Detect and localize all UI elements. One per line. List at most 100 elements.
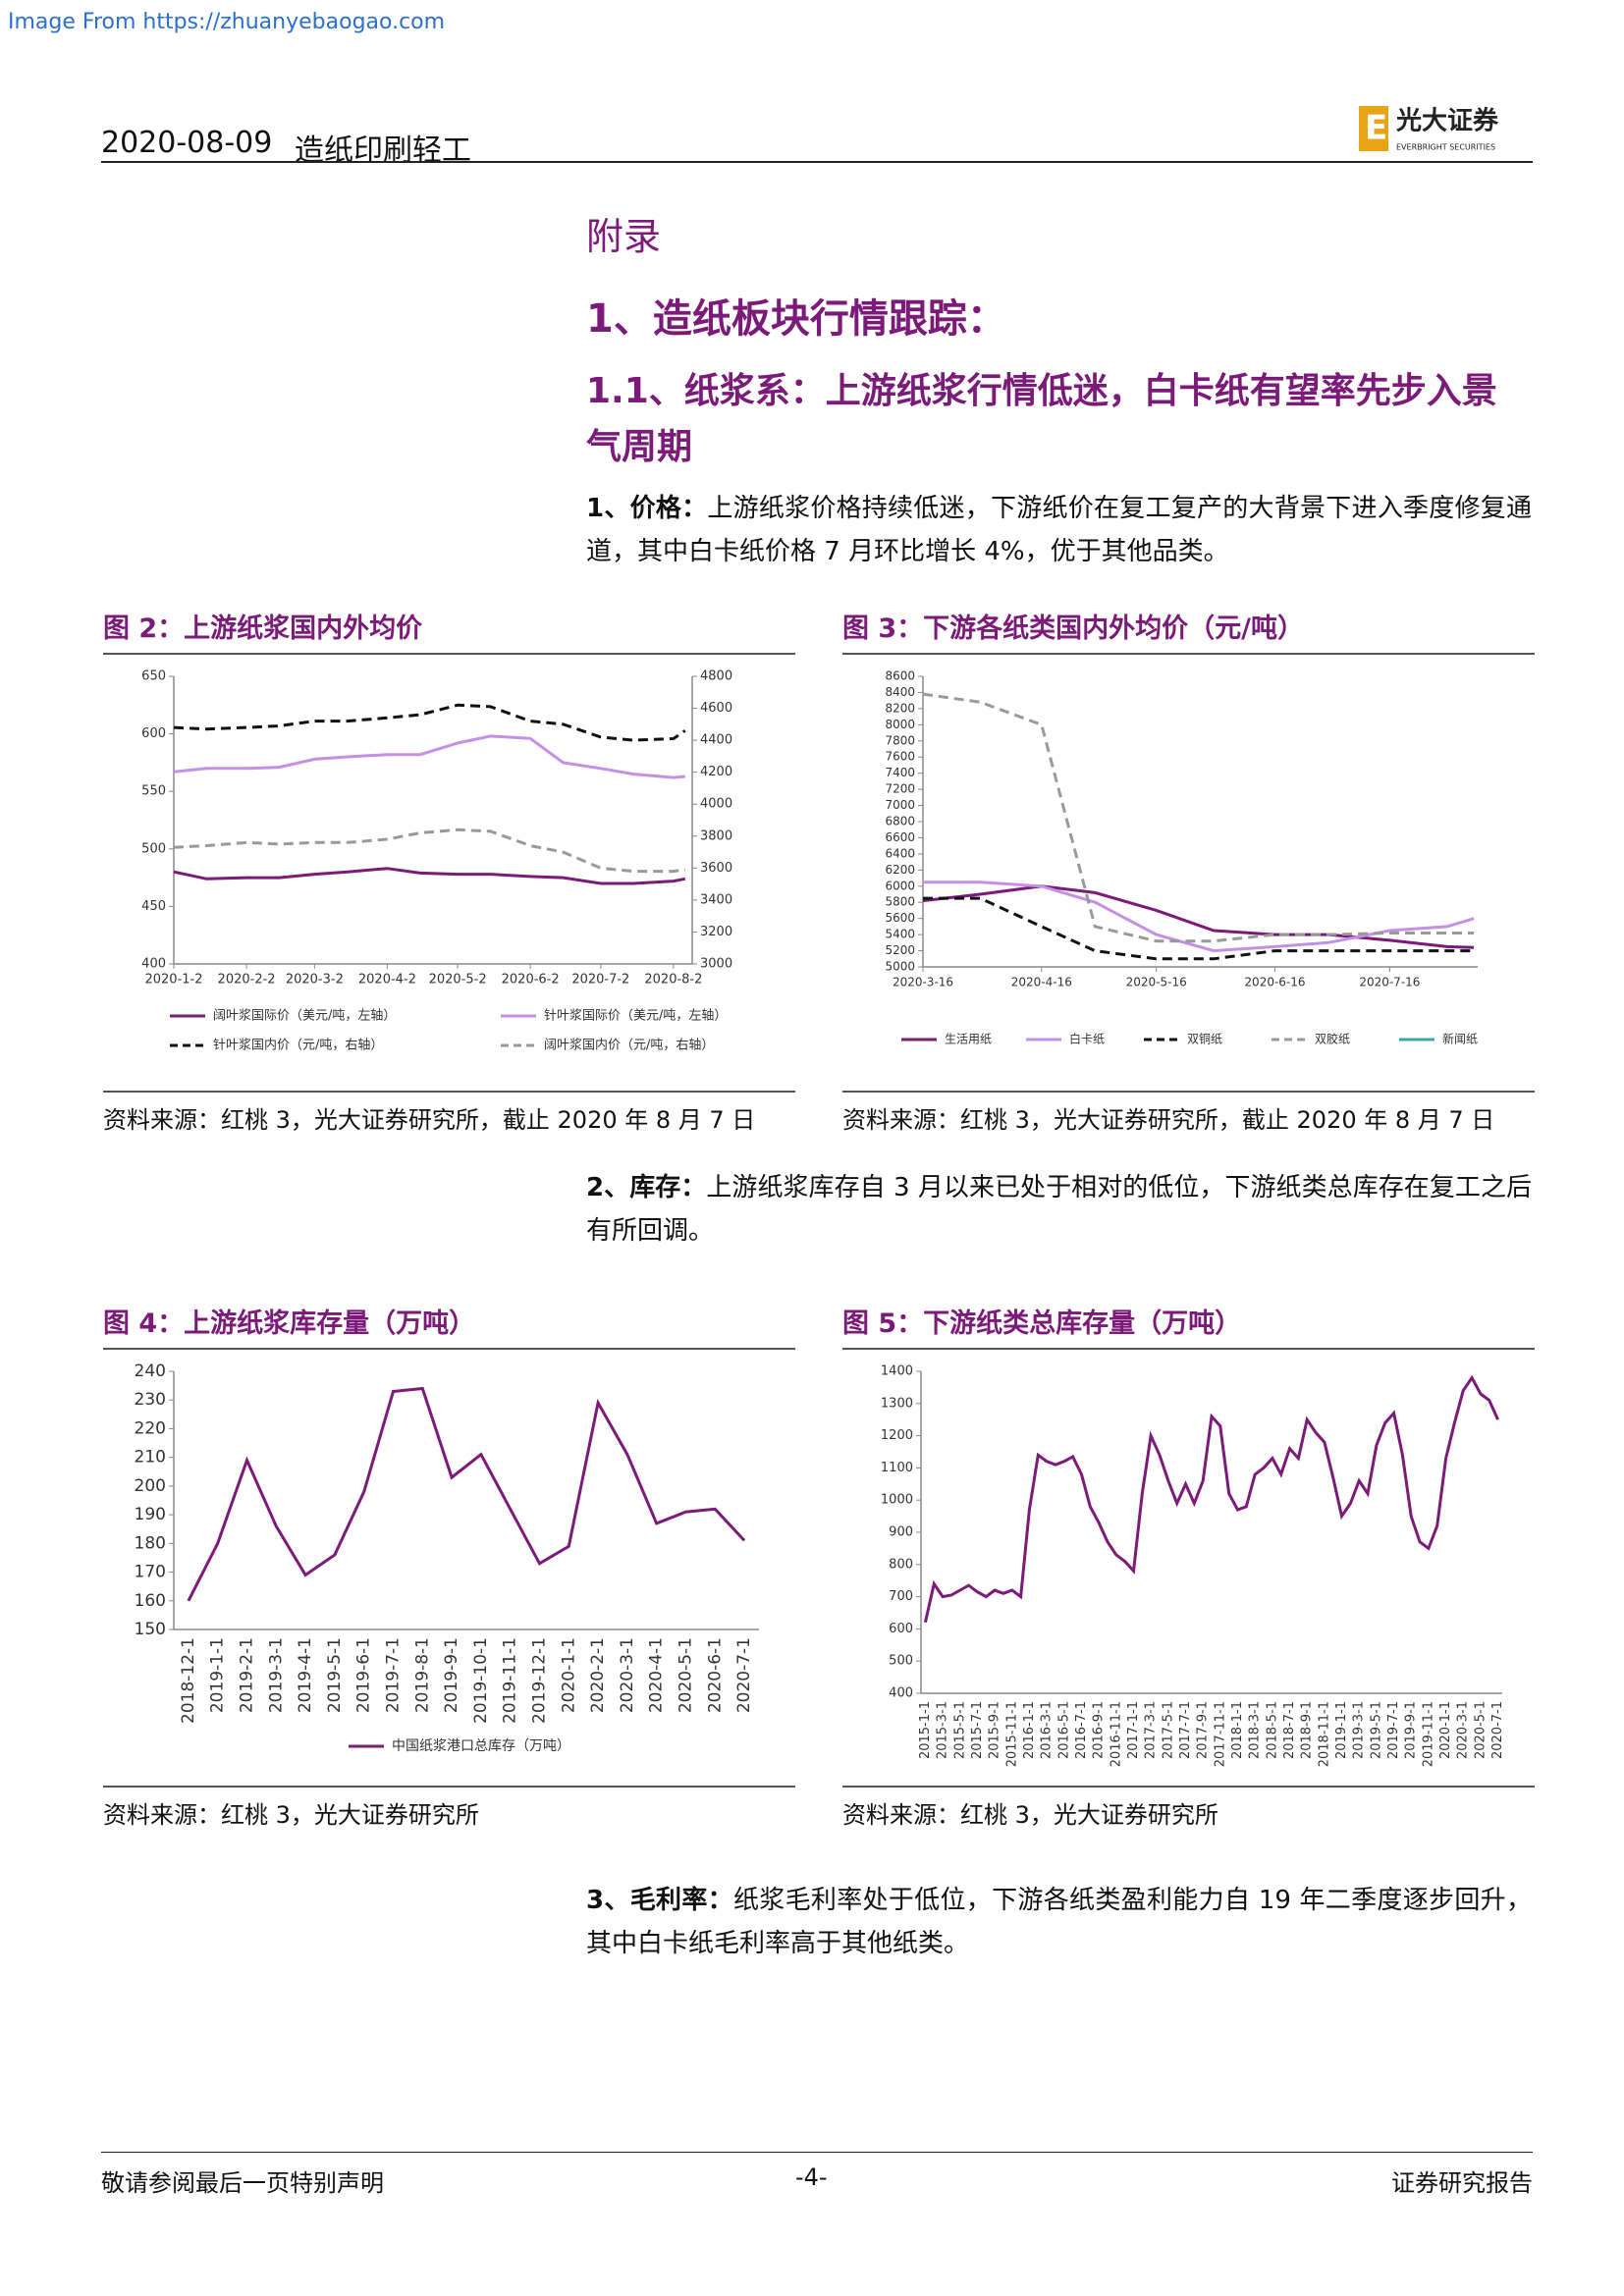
x-tick-label: 2016-5-1 <box>1056 1701 1071 1759</box>
x-tick-label: 2017-9-1 <box>1196 1701 1211 1759</box>
y-tick-label: 7600 <box>885 750 915 764</box>
x-tick-label: 2019-4-1 <box>296 1637 315 1713</box>
y-tick-label: 5800 <box>885 895 915 909</box>
x-tick-label: 2016-9-1 <box>1092 1701 1107 1759</box>
legend-label: 针叶浆国际价（美元/吨，左轴） <box>544 1009 727 1024</box>
x-tick-label: 2015-7-1 <box>970 1701 985 1759</box>
y-tick-label: 5400 <box>885 928 915 941</box>
logo-en: EVERBRIGHT SECURITIES <box>1396 143 1495 152</box>
x-tick-label: 2020-7-1 <box>1490 1701 1505 1759</box>
x-tick-label: 2018-5-1 <box>1265 1701 1279 1759</box>
figure-source: 资料来源：红桃 3，光大证券研究所，截止 2020 年 8 月 7 日 <box>103 1091 795 1135</box>
y-tick-label: 5200 <box>885 943 915 957</box>
y-tick-label: 1200 <box>881 1428 913 1443</box>
y-tick-label: 190 <box>135 1505 166 1524</box>
y-tick-label: 7200 <box>885 782 915 796</box>
series-line <box>173 828 685 874</box>
chart: 150 160 170 180 190 200 210 220 230 240 2018-12-1 2… <box>135 1362 759 1754</box>
y2-tick-label: 4600 <box>700 701 732 716</box>
figure: 图 2：上游纸浆国内外均价 400 450 500 550 600 650 3000 3200… <box>103 607 795 1135</box>
x-tick-label: 2016-1-1 <box>1022 1701 1037 1759</box>
x-tick-label: 2019-7-1 <box>1386 1701 1401 1759</box>
series-line <box>922 692 1475 943</box>
y2-tick-label: 4800 <box>700 669 732 684</box>
y-tick-label: 210 <box>135 1448 166 1468</box>
y-tick-label: 6600 <box>885 830 915 844</box>
series-line <box>923 1374 1499 1624</box>
x-tick-label: 2017-3-1 <box>1144 1701 1159 1759</box>
y-tick-label: 550 <box>141 784 166 799</box>
y-tick-label: 160 <box>135 1591 166 1611</box>
x-tick-label: 2020-3-16 <box>893 976 953 989</box>
text: 纸浆毛利率处于低位，下游各纸类盈利能力自 19 年二季度逐步回升，其中白卡纸毛利… <box>586 1886 1532 1958</box>
logo-cn: 光大证券 <box>1395 107 1499 136</box>
y-tick-label: 6200 <box>885 863 915 877</box>
y-tick-label: 800 <box>889 1557 913 1572</box>
x-tick-label: 2020-4-2 <box>358 973 416 988</box>
x-tick-label: 2020-1-1 <box>559 1637 578 1713</box>
x-tick-label: 2020-4-1 <box>647 1637 667 1713</box>
y-tick-label: 500 <box>889 1654 913 1669</box>
legend-label: 新闻纸 <box>1442 1032 1478 1046</box>
footer-label: 证券研究报告 <box>1391 2169 1533 2197</box>
legend-label: 双铜纸 <box>1187 1032 1222 1046</box>
y-tick-label: 900 <box>889 1525 913 1540</box>
heading: 附录 <box>586 215 662 258</box>
figure-title: 图 5：下游纸类总库存量（万吨） <box>842 1302 1535 1350</box>
y2-tick-label: 3000 <box>700 957 732 972</box>
y-tick-label: 7800 <box>885 733 915 747</box>
y-tick-label: 1000 <box>881 1493 913 1508</box>
x-tick-label: 2020-5-1 <box>1473 1701 1488 1759</box>
y-tick-label: 600 <box>141 726 166 741</box>
figure: 图 4：上游纸浆库存量（万吨） 150 160 170 180 190 200 210 220… <box>103 1302 795 1830</box>
y2-tick-label: 3800 <box>700 828 732 843</box>
y2-tick-label: 4000 <box>700 797 732 812</box>
x-tick-label: 2019-2-1 <box>238 1637 257 1713</box>
y2-tick-label: 3200 <box>700 925 732 939</box>
y-tick-label: 450 <box>141 899 166 914</box>
x-tick-label: 2018-7-1 <box>1282 1701 1297 1759</box>
x-tick-label: 2017-1-1 <box>1126 1701 1141 1759</box>
x-tick-label: 2016-3-1 <box>1040 1701 1055 1759</box>
text: 上游纸浆库存自 3 月以来已处于相对的低位，下游纸类总库存在复工之后有所回调。 <box>586 1173 1532 1246</box>
x-tick-label: 2018-12-1 <box>179 1637 198 1724</box>
lead: 2、库存： <box>586 1173 707 1202</box>
y-tick-label: 5600 <box>885 911 915 925</box>
figure: 图 3：下游各纸类国内外均价（元/吨） 5000 5200 5400 5600 5800… <box>842 607 1535 1135</box>
chart: 400 500 600 700 800 900 1000 1100 1200 1300 1400 20… <box>881 1364 1505 1768</box>
x-tick-label: 2019-11-1 <box>1421 1701 1435 1767</box>
y2-tick-label: 3400 <box>700 892 732 907</box>
header-rule <box>101 161 1533 163</box>
figure-title: 图 3：下游各纸类国内外均价（元/吨） <box>842 607 1535 655</box>
x-tick-label: 2018-9-1 <box>1300 1701 1315 1759</box>
y-tick-label: 8600 <box>885 669 915 683</box>
x-tick-label: 2015-1-1 <box>918 1701 933 1759</box>
x-tick-label: 2016-11-1 <box>1109 1701 1123 1767</box>
lead: 3、毛利率： <box>586 1886 733 1915</box>
y-tick-label: 240 <box>135 1362 166 1381</box>
logo-letter: E <box>1365 109 1387 148</box>
series-line <box>187 1386 746 1602</box>
x-tick-label: 2015-9-1 <box>988 1701 1002 1759</box>
y-tick-label: 180 <box>135 1533 166 1553</box>
x-tick-label: 2020-7-2 <box>571 973 629 988</box>
x-tick-label: 2019-9-1 <box>1404 1701 1419 1759</box>
chart: 400 450 500 550 600 650 3000 3200 3400 3600 3800 40… <box>141 669 732 1053</box>
x-tick-label: 2017-11-1 <box>1213 1701 1227 1767</box>
x-tick-label: 2020-7-1 <box>734 1637 754 1713</box>
heading: 1.1、纸浆系：上游纸浆行情低迷，白卡纸有望率先步入景气周期 <box>586 371 1497 467</box>
y2-tick-label: 3600 <box>700 861 732 876</box>
x-tick-label: 2020-4-16 <box>1011 976 1072 989</box>
x-tick-label: 2019-1-1 <box>208 1637 228 1713</box>
y-tick-label: 8000 <box>885 718 915 731</box>
x-tick-label: 2020-5-1 <box>677 1637 696 1713</box>
series-line <box>173 867 686 885</box>
footer-rule <box>101 2152 1533 2153</box>
logo: E 光大证券 EVERBRIGHT SECURITIES <box>1359 106 1499 152</box>
y-tick-label: 500 <box>141 841 166 856</box>
paragraph: 3、毛利率：纸浆毛利率处于低位，下游各纸类盈利能力自 19 年二季度逐步回升，其… <box>586 1879 1532 1965</box>
x-tick-label: 2020-6-2 <box>502 973 560 988</box>
x-tick-label: 2020-1-1 <box>1438 1701 1453 1759</box>
x-tick-label: 2020-2-2 <box>218 973 276 988</box>
